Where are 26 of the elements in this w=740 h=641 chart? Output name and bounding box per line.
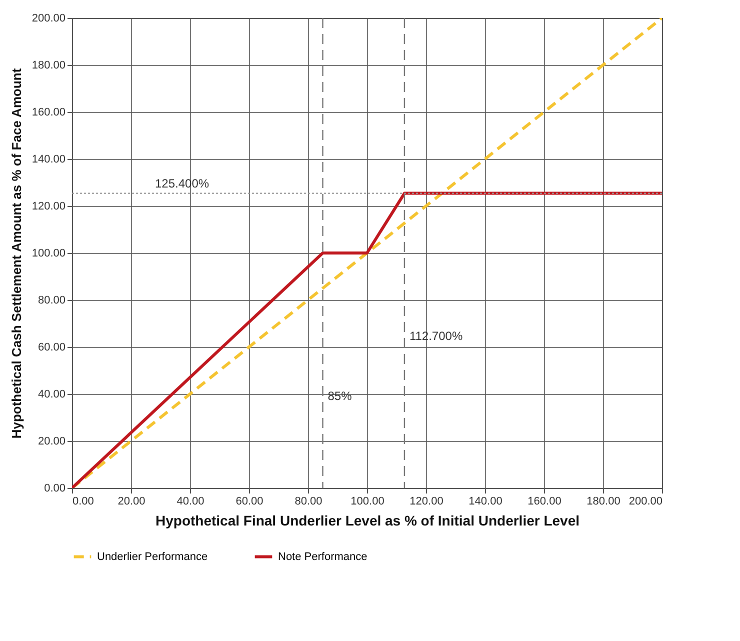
- y-tick-label: 160.00: [32, 106, 66, 118]
- y-axis-title: Hypothetical Cash Settlement Amount as % of Face Amount: [8, 68, 24, 439]
- x-tick-label: 140.00: [468, 496, 502, 508]
- x-tick-label: 100.00: [350, 496, 384, 508]
- x-tick-label: 40.00: [176, 496, 204, 508]
- x-tick-label: 180.00: [586, 496, 620, 508]
- legend-label: Underlier Performance: [97, 550, 208, 563]
- y-tick-label: 120.00: [32, 200, 66, 212]
- x-tick-label: 60.00: [236, 496, 264, 508]
- x-tick-label: 200.00: [628, 496, 662, 508]
- y-tick-label: 200.00: [32, 12, 66, 24]
- x-tick-label: 80.00: [294, 496, 322, 508]
- x-tick-label: 0.00: [72, 496, 94, 508]
- y-tick-label: 20.00: [38, 436, 66, 448]
- y-tick-label: 40.00: [38, 388, 66, 400]
- y-tick-label: 140.00: [32, 154, 66, 166]
- x-tick-label: 20.00: [118, 496, 146, 508]
- y-tick-label: 60.00: [38, 342, 66, 354]
- y-tick-label: 0.00: [44, 482, 66, 494]
- x-axis-title: Hypothetical Final Underlier Level as % of Initial Underlier Level: [155, 512, 580, 528]
- legend-label: Note Performance: [278, 550, 368, 563]
- x-tick-label: 120.00: [410, 496, 444, 508]
- y-tick-label: 80.00: [38, 294, 66, 306]
- y-tick-label: 180.00: [32, 60, 66, 72]
- x-tick-label: 160.00: [528, 496, 562, 508]
- y-tick-label: 100.00: [32, 248, 66, 260]
